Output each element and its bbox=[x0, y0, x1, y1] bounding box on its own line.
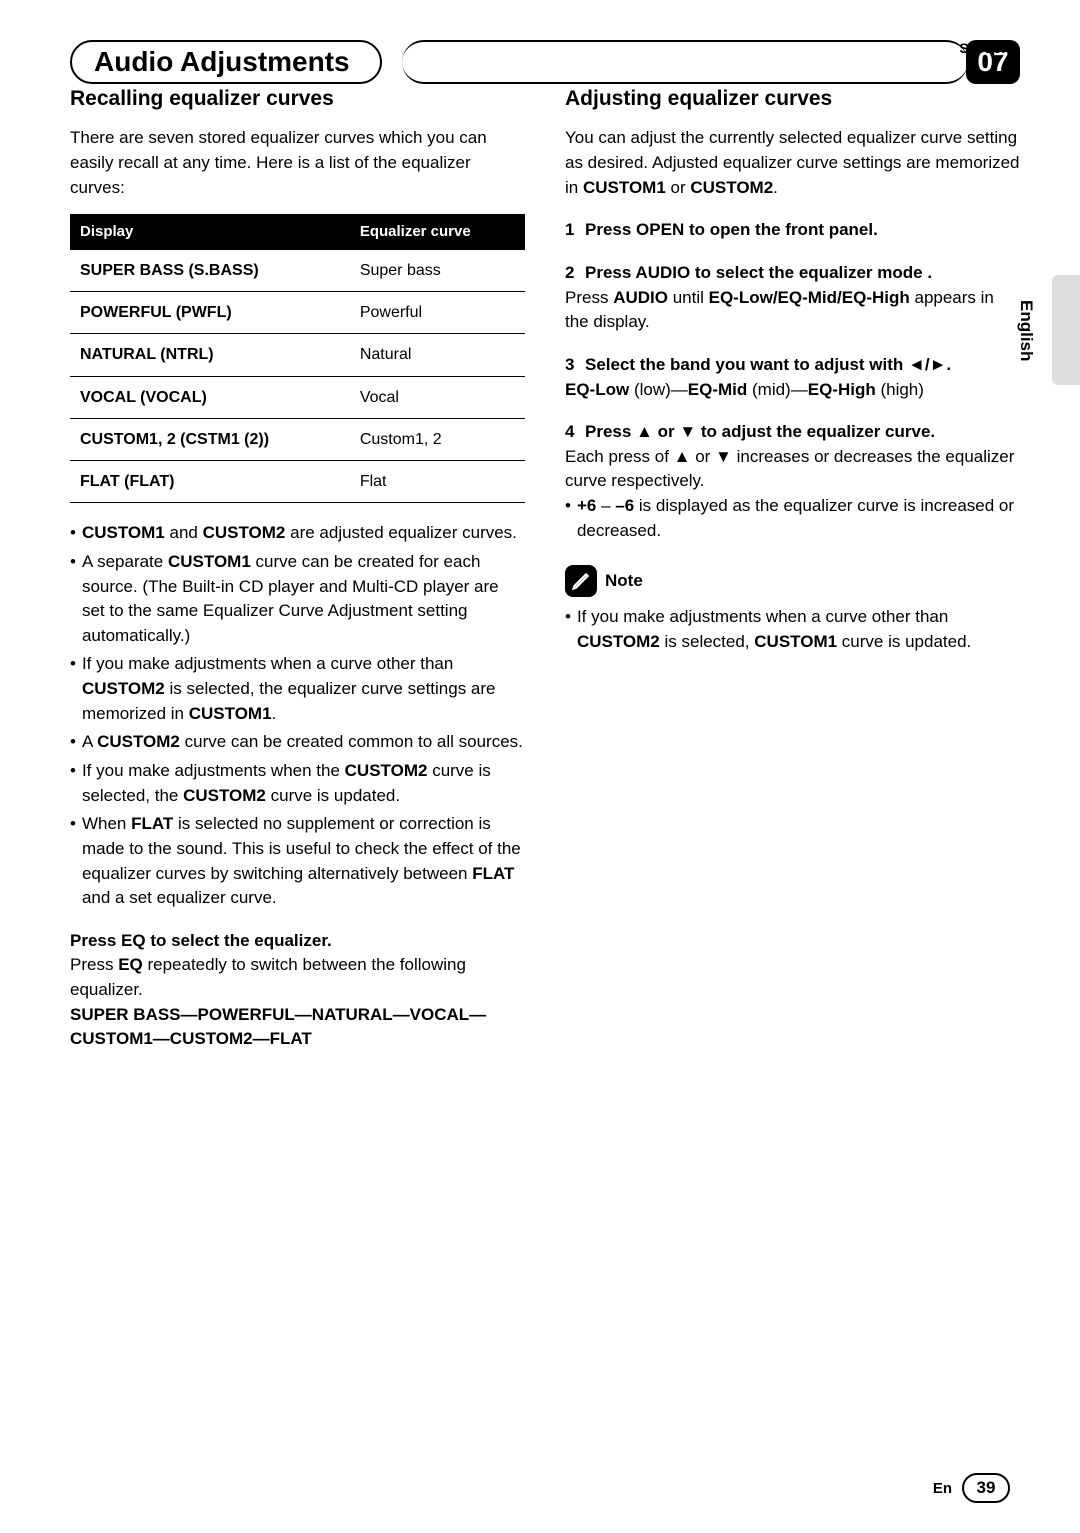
cell: Powerful bbox=[350, 292, 525, 334]
step-2: 2Press AUDIO to select the equalizer mod… bbox=[565, 261, 1020, 335]
cell: VOCAL (VOCAL) bbox=[70, 376, 350, 418]
right-column: Adjusting equalizer curves You can adjus… bbox=[565, 84, 1020, 1052]
note-bullet: •If you make adjustments when a curve ot… bbox=[565, 605, 1020, 654]
table-row: VOCAL (VOCAL)Vocal bbox=[70, 376, 525, 418]
note-label: Note bbox=[605, 569, 643, 594]
equalizer-sequence: SUPER BASS—POWERFUL—NATURAL—VOCAL—CUSTOM… bbox=[70, 1003, 525, 1052]
equalizer-table: Display Equalizer curve SUPER BASS (S.BA… bbox=[70, 214, 525, 503]
step-4: 4Press ▲ or ▼ to adjust the equalizer cu… bbox=[565, 420, 1020, 543]
section-label: Section bbox=[959, 40, 1010, 56]
page-header: Audio Adjustments 07 bbox=[70, 40, 1020, 84]
page-title: Audio Adjustments bbox=[70, 40, 382, 84]
page-footer: En 39 bbox=[933, 1473, 1010, 1503]
cell: CUSTOM1, 2 (CSTM1 (2)) bbox=[70, 418, 350, 460]
note-header: Note bbox=[565, 565, 1020, 597]
bullet-item: •A CUSTOM2 curve can be created common t… bbox=[70, 730, 525, 755]
cell: POWERFUL (PWFL) bbox=[70, 292, 350, 334]
cell: Flat bbox=[350, 461, 525, 503]
cell: Natural bbox=[350, 334, 525, 376]
cell: Vocal bbox=[350, 376, 525, 418]
left-column: Recalling equalizer curves There are sev… bbox=[70, 84, 525, 1052]
bullet-item: •If you make adjustments when the CUSTOM… bbox=[70, 759, 525, 808]
header-rule bbox=[402, 40, 968, 84]
instruction-block: Press EQ to select the equalizer. Press … bbox=[70, 929, 525, 1052]
left-intro: There are seven stored equalizer curves … bbox=[70, 126, 525, 200]
cell: FLAT (FLAT) bbox=[70, 461, 350, 503]
cell: SUPER BASS (S.BASS) bbox=[70, 250, 350, 292]
cell: NATURAL (NTRL) bbox=[70, 334, 350, 376]
left-heading: Recalling equalizer curves bbox=[70, 84, 525, 114]
cell: Custom1, 2 bbox=[350, 418, 525, 460]
bullet-item: •If you make adjustments when a curve ot… bbox=[70, 652, 525, 726]
table-row: CUSTOM1, 2 (CSTM1 (2))Custom1, 2 bbox=[70, 418, 525, 460]
step-1: 1Press OPEN to open the front panel. bbox=[565, 218, 1020, 243]
table-header-display: Display bbox=[70, 214, 350, 250]
side-language-label: English bbox=[1016, 300, 1036, 361]
table-row: SUPER BASS (S.BASS)Super bass bbox=[70, 250, 525, 292]
bullet-item: •A separate CUSTOM1 curve can be created… bbox=[70, 550, 525, 649]
side-tab bbox=[1052, 275, 1080, 385]
right-heading: Adjusting equalizer curves bbox=[565, 84, 1020, 114]
bullet-item: •When FLAT is selected no supplement or … bbox=[70, 812, 525, 911]
note-icon bbox=[565, 565, 597, 597]
table-row: POWERFUL (PWFL)Powerful bbox=[70, 292, 525, 334]
page-number-badge: 39 bbox=[962, 1473, 1010, 1503]
step-3: 3Select the band you want to adjust with… bbox=[565, 353, 1020, 402]
table-header-curve: Equalizer curve bbox=[350, 214, 525, 250]
table-row: FLAT (FLAT)Flat bbox=[70, 461, 525, 503]
footer-language: En bbox=[933, 1480, 952, 1497]
cell: Super bass bbox=[350, 250, 525, 292]
right-intro: You can adjust the currently selected eq… bbox=[565, 126, 1020, 200]
bullet-item: •CUSTOM1 and CUSTOM2 are adjusted equali… bbox=[70, 521, 525, 546]
table-row: NATURAL (NTRL)Natural bbox=[70, 334, 525, 376]
